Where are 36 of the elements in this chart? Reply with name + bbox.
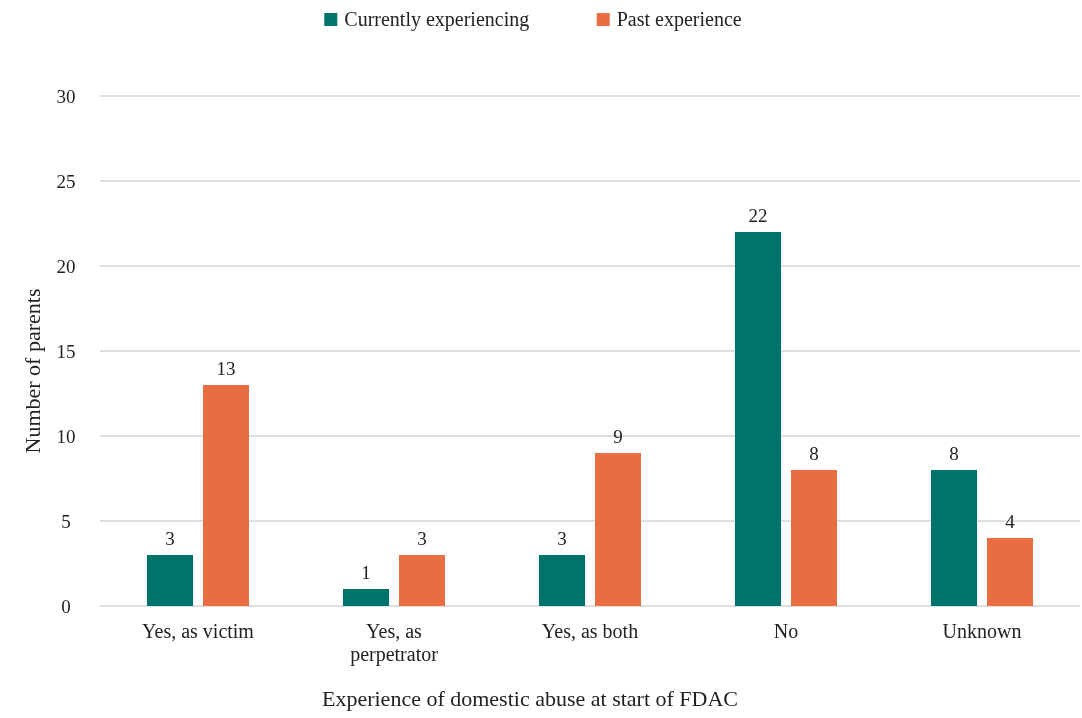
bar — [595, 453, 641, 606]
x-tick-label: Yes, as victim — [142, 620, 255, 642]
data-label: 3 — [557, 528, 567, 549]
bar — [791, 470, 837, 606]
y-tick-label: 5 — [61, 510, 71, 532]
y-tick-label: 30 — [56, 85, 76, 107]
legend-label: Past experience — [616, 8, 742, 31]
x-tick-label: No — [773, 620, 799, 642]
bar — [931, 470, 977, 606]
x-tick-label: Unknown — [942, 620, 1022, 642]
data-label: 1 — [361, 562, 371, 583]
y-tick-label: 25 — [56, 170, 76, 192]
bar — [203, 385, 249, 606]
y-tick-label: 10 — [56, 425, 76, 447]
x-axis-title: Experience of domestic abuse at start of FDAC — [321, 686, 739, 711]
data-label: 8 — [809, 443, 819, 464]
bar — [343, 589, 389, 606]
y-tick-label: 0 — [61, 595, 71, 617]
y-tick-label: 15 — [56, 340, 76, 362]
legend-label: Currently experiencing — [344, 8, 530, 31]
y-tick-label: 20 — [56, 255, 76, 277]
bar — [399, 555, 445, 606]
data-label: 4 — [1005, 511, 1016, 532]
bar — [539, 555, 585, 606]
data-label: 13 — [216, 358, 236, 379]
data-label: 8 — [949, 443, 959, 464]
bar — [147, 555, 193, 606]
bar — [735, 232, 781, 606]
data-label: 3 — [417, 528, 427, 549]
x-tick-label: Yes, as perpetrator — [350, 620, 439, 666]
bar — [987, 538, 1033, 606]
data-label: 3 — [165, 528, 175, 549]
data-label: 22 — [748, 205, 768, 226]
x-tick-label: Yes, as both — [541, 620, 639, 642]
data-label: 9 — [613, 426, 623, 447]
y-axis-title: Number of parents — [20, 288, 45, 454]
